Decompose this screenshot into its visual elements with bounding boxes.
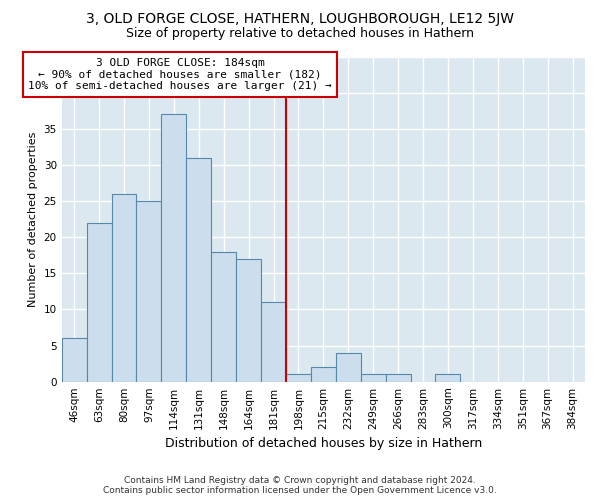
Bar bbox=[236, 259, 261, 382]
Bar bbox=[336, 353, 361, 382]
Bar bbox=[136, 201, 161, 382]
Y-axis label: Number of detached properties: Number of detached properties bbox=[28, 132, 38, 307]
Bar bbox=[62, 338, 86, 382]
Bar bbox=[386, 374, 410, 382]
Text: Size of property relative to detached houses in Hathern: Size of property relative to detached ho… bbox=[126, 28, 474, 40]
Bar bbox=[436, 374, 460, 382]
Bar bbox=[186, 158, 211, 382]
Bar bbox=[361, 374, 386, 382]
Bar bbox=[211, 252, 236, 382]
Bar bbox=[86, 222, 112, 382]
Text: 3 OLD FORGE CLOSE: 184sqm
← 90% of detached houses are smaller (182)
10% of semi: 3 OLD FORGE CLOSE: 184sqm ← 90% of detac… bbox=[28, 58, 332, 91]
X-axis label: Distribution of detached houses by size in Hathern: Distribution of detached houses by size … bbox=[165, 437, 482, 450]
Bar bbox=[311, 367, 336, 382]
Bar bbox=[286, 374, 311, 382]
Text: Contains HM Land Registry data © Crown copyright and database right 2024.
Contai: Contains HM Land Registry data © Crown c… bbox=[103, 476, 497, 495]
Bar bbox=[161, 114, 186, 382]
Bar bbox=[261, 302, 286, 382]
Text: 3, OLD FORGE CLOSE, HATHERN, LOUGHBOROUGH, LE12 5JW: 3, OLD FORGE CLOSE, HATHERN, LOUGHBOROUG… bbox=[86, 12, 514, 26]
Bar bbox=[112, 194, 136, 382]
